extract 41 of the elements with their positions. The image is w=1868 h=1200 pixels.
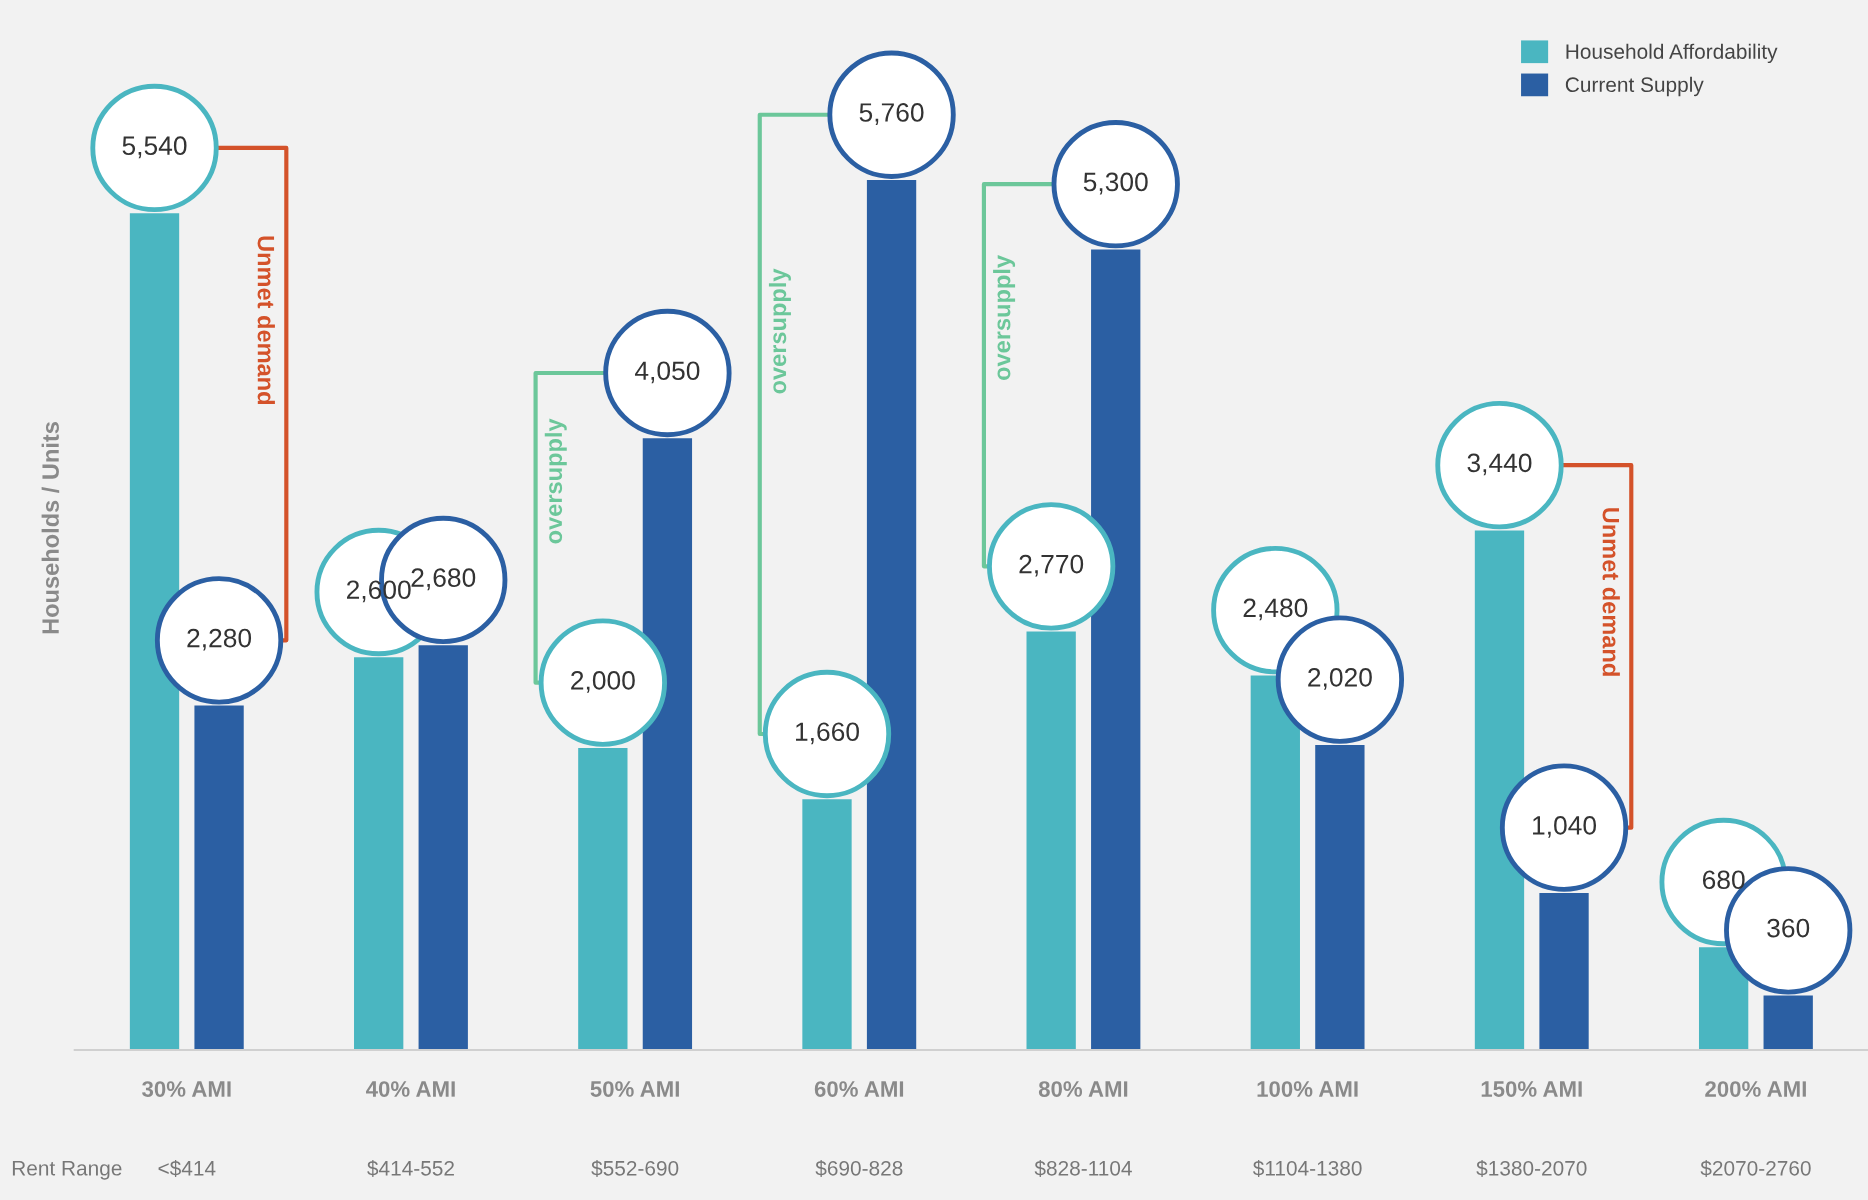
data-label: 2,280 xyxy=(187,628,252,651)
data-label: 1,040 xyxy=(1533,816,1597,838)
x-tick-label: 30% AMI xyxy=(142,1081,231,1097)
x-tick-label: 150% AMI xyxy=(1481,1081,1582,1097)
annotation: oversupply xyxy=(544,418,567,544)
data-label: 2,480 xyxy=(1243,598,1308,621)
text: $828-1104 xyxy=(1034,1160,1132,1177)
annotation: oversupply xyxy=(768,268,791,394)
legend-label: Household Affordability xyxy=(1566,43,1778,64)
data-label: 360 xyxy=(1767,918,1810,938)
text: $690-828 xyxy=(815,1160,903,1177)
text: Rent Range xyxy=(12,1161,122,1180)
text: $552-690 xyxy=(591,1160,679,1177)
x-tick-label: 40% AMI xyxy=(366,1081,455,1097)
data-label: 4,050 xyxy=(634,361,700,384)
data-label: 3,440 xyxy=(1467,453,1532,476)
data-label: 1,660 xyxy=(796,722,859,745)
x-tick-label: 50% AMI xyxy=(590,1081,679,1097)
annotation: oversupply xyxy=(993,255,1016,380)
x-tick-label: 60% AMI xyxy=(814,1081,904,1097)
x-tick-label: 200% AMI xyxy=(1705,1081,1806,1097)
text: $1104-1380 xyxy=(1252,1160,1362,1177)
data-label: 2,680 xyxy=(411,568,476,591)
annotation: Unmet demand xyxy=(1602,508,1620,676)
data-label: 2,020 xyxy=(1308,668,1372,690)
data-label: 5,300 xyxy=(1083,172,1148,195)
data-label: 680 xyxy=(1702,870,1745,890)
data-label: 5,760 xyxy=(859,103,924,125)
text: $1380-2070 xyxy=(1476,1160,1587,1177)
text: $414-552 xyxy=(367,1160,454,1177)
bar xyxy=(1763,995,1813,1050)
data-label: 2,000 xyxy=(571,671,635,693)
legend-label: Current Supply xyxy=(1565,76,1704,97)
x-tick-label: 80% AMI xyxy=(1038,1081,1128,1097)
x-tick-label: 100% AMI xyxy=(1257,1081,1358,1097)
y-axis-title: Households / Units xyxy=(41,422,60,634)
text: $2070-2760 xyxy=(1700,1160,1811,1177)
annotation: Unmet demand xyxy=(257,236,275,405)
data-label: 5,540 xyxy=(122,136,187,159)
data-label: 2,770 xyxy=(1019,554,1084,577)
text: <$414 xyxy=(158,1160,216,1177)
